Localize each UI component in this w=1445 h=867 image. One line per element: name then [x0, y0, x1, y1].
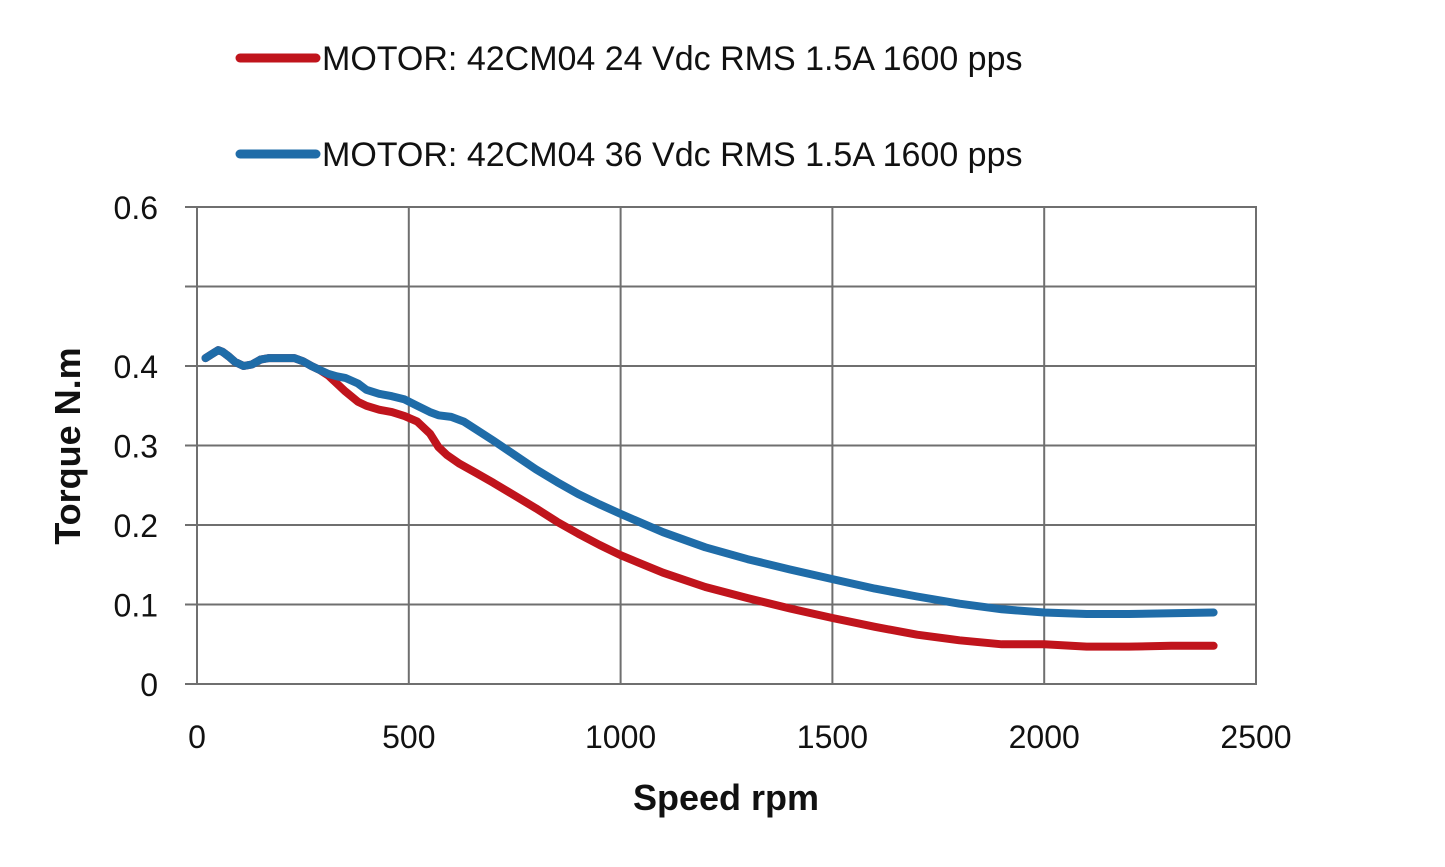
x-tick-label: 2000 — [1009, 719, 1080, 755]
plot-frame — [196, 206, 1257, 685]
legend-label-2: MOTOR: 42CM04 36 Vdc RMS 1.5A 1600 pps — [322, 136, 1023, 174]
x-tick-label: 1500 — [797, 719, 868, 755]
x-tick-label: 2500 — [1220, 719, 1291, 755]
y-tick-label: 0.3 — [114, 429, 158, 465]
y-axis-ticks: 0 0.1 0.2 0.3 0.4 0.6 — [114, 190, 158, 703]
x-axis-title: Speed rpm — [633, 777, 819, 818]
y-tick-label: 0 — [140, 667, 158, 703]
x-tick-label: 0 — [188, 719, 206, 755]
x-tick-label: 500 — [382, 719, 435, 755]
x-tick-label: 1000 — [585, 719, 656, 755]
y-tick-label: 0.6 — [114, 190, 158, 226]
y-tick-label: 0.4 — [114, 349, 158, 385]
legend-label-1: MOTOR: 42CM04 24 Vdc RMS 1.5A 1600 pps — [322, 40, 1023, 78]
legend: MOTOR: 42CM04 24 Vdc RMS 1.5A 1600 pps MO… — [235, 40, 1023, 174]
series-group — [201, 346, 1218, 651]
series-line-2 — [201, 346, 1218, 618]
y-tick-label: 0.2 — [114, 508, 158, 544]
y-tick-label: 0.1 — [114, 588, 158, 624]
x-axis-ticks: 0 500 1000 1500 2000 2500 — [188, 719, 1291, 755]
series-line-1 — [201, 346, 1218, 651]
y-axis-title: Torque N.m — [47, 347, 88, 544]
